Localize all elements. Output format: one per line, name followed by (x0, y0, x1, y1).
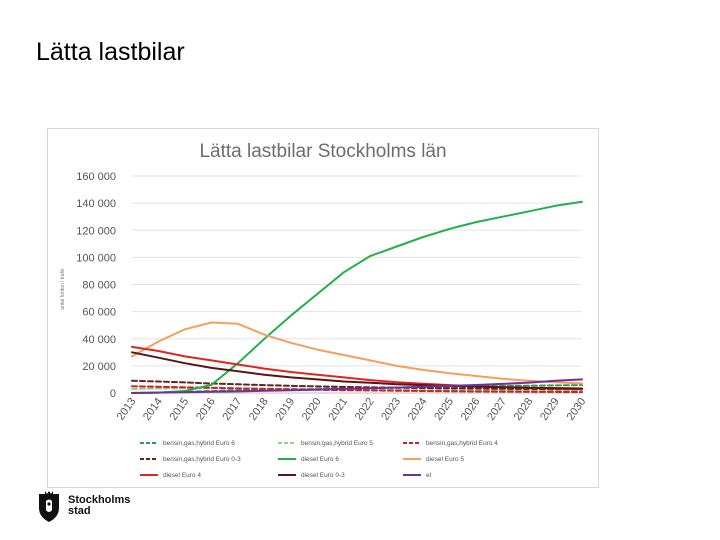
series-line (131, 378, 583, 394)
logo-text: Stockholms stad (68, 495, 130, 517)
x-tick-label: 2023 (379, 396, 403, 423)
series-line (131, 385, 583, 394)
legend-label: bensin,gas,hybrid Euro 6 (163, 440, 235, 447)
legend-label: diesel Euro 0-3 (301, 472, 345, 479)
legend-label: diesel Euro 6 (301, 456, 339, 463)
chart-title: Lätta lastbilar Stockholms län (199, 141, 446, 162)
legend-label: diesel Euro 4 (163, 472, 201, 479)
series-line (131, 351, 583, 390)
y-tick-label: 60 000 (82, 307, 116, 319)
x-tick-label: 2027 (485, 396, 509, 423)
series-lines (131, 200, 583, 394)
series-line (131, 200, 583, 394)
y-tick-label: 160 000 (76, 171, 116, 183)
logo-line-1: Stockholms (68, 494, 131, 506)
y-tick-label: 40 000 (82, 334, 116, 346)
x-tick-label: 2021 (326, 396, 350, 423)
series-line (131, 379, 583, 391)
x-tick-labels: 2013 2014 2015 2016 2017 2018 2019 2020 2021 2022… (115, 396, 589, 423)
x-tick-label: 2018 (247, 396, 271, 423)
legend-label: bensin,gas,hybrid Euro 0-3 (163, 456, 241, 463)
x-tick-label: 2019 (273, 396, 297, 423)
x-tick-label: 2016 (194, 396, 218, 423)
legend-label: diesel Euro 5 (426, 456, 464, 463)
y-tick-labels: 0 20 000 40 000 60 000 80 000 100 000 120 000 1… (76, 171, 116, 400)
crest-icon (39, 491, 59, 522)
legend-label: bensin,gas,hybrid Euro 4 (426, 440, 498, 447)
slide-title: Lätta lastbilar (36, 38, 185, 66)
line-chart: Lätta lastbilar Stockholms län antal for… (60, 141, 589, 479)
x-tick-label: 2025 (432, 396, 456, 423)
x-tick-label: 2026 (459, 396, 483, 423)
y-tick-label: 0 (110, 388, 116, 400)
x-tick-label: 2017 (220, 396, 244, 423)
y-tick-label: 80 000 (82, 280, 116, 292)
x-tick-label: 2030 (565, 396, 589, 423)
x-tick-label: 2015 (168, 396, 192, 423)
x-tick-label: 2024 (406, 396, 430, 423)
y-axis-label: antal fordon i trafik (60, 268, 66, 310)
legend-label: bensin,gas,hybrid Euro 5 (301, 440, 373, 447)
y-tick-label: 20 000 (82, 361, 116, 373)
chart-frame: Lätta lastbilar Stockholms län antal for… (47, 128, 599, 488)
y-tick-label: 120 000 (76, 225, 116, 237)
x-tick-label: 2014 (141, 396, 165, 423)
x-tick-label: 2022 (353, 396, 377, 423)
x-tick-label: 2013 (115, 396, 139, 423)
stockholms-stad-logo: Stockholms stad (36, 490, 146, 526)
legend: bensin,gas,hybrid Euro 6 bensin,gas,hybri… (140, 440, 498, 479)
x-tick-label: 2020 (300, 396, 324, 423)
gridlines (132, 175, 582, 394)
series-line (131, 321, 583, 385)
x-tick-label: 2028 (512, 396, 536, 423)
y-tick-label: 140 000 (76, 198, 116, 210)
y-tick-label: 100 000 (76, 252, 116, 264)
x-tick-label: 2029 (538, 396, 562, 423)
legend-label: el (426, 472, 432, 479)
logo-line-2: stad (68, 505, 91, 517)
